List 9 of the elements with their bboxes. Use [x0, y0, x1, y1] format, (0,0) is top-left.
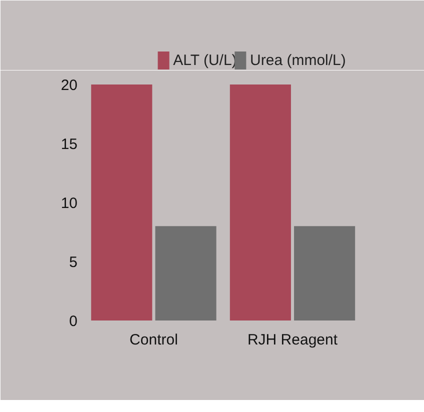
- y-tick-label: 5: [69, 254, 78, 271]
- y-tick-label: 15: [60, 136, 78, 153]
- x-tick-label: RJH Reagent: [247, 332, 338, 348]
- x-tick-label: Control: [130, 332, 178, 348]
- y-tick-label: 0: [69, 313, 78, 330]
- y-tick-label: 10: [60, 195, 78, 212]
- legend-label: Urea (mmol/L): [250, 52, 346, 69]
- legend-label: ALT (U/L): [173, 52, 237, 69]
- y-tick-label: 20: [60, 77, 78, 94]
